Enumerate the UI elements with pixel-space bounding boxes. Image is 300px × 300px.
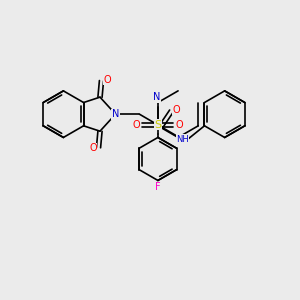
Text: S: S [154,120,161,130]
Text: N: N [153,92,160,102]
Text: O: O [176,120,183,130]
Text: O: O [103,74,111,85]
Text: O: O [133,120,140,130]
Text: N: N [112,109,119,119]
Text: NH: NH [176,135,189,144]
Text: F: F [155,182,161,192]
Text: O: O [173,105,181,115]
Text: O: O [89,143,97,153]
